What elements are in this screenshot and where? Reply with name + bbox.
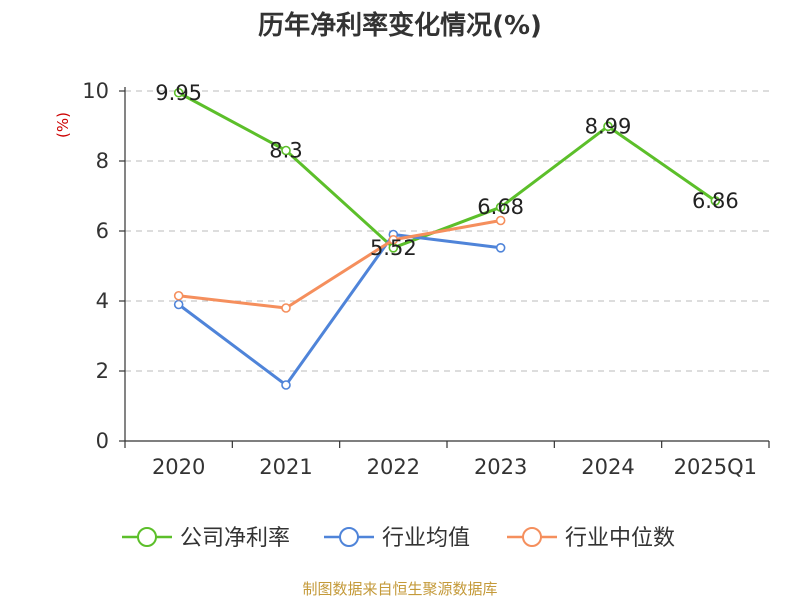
y-tick-label: 4	[96, 289, 109, 313]
series-line	[178, 219, 501, 310]
data-label: 5.52	[370, 236, 417, 260]
data-point	[281, 145, 291, 156]
y-tick-label: 0	[96, 429, 109, 453]
data-label: 8.3	[269, 139, 302, 163]
y-tick-label: 6	[96, 219, 109, 243]
legend-marker	[137, 527, 157, 547]
data-point	[281, 380, 291, 390]
series-line	[177, 233, 501, 387]
data-point	[173, 87, 184, 98]
x-tick-label: 2021	[259, 455, 312, 479]
data-point	[603, 121, 613, 132]
legend-marker	[522, 527, 542, 547]
axes: 0 2 4 6 8 10 2020 2021 2022 2023 2024 2025Q1	[82, 79, 770, 479]
data-point	[495, 215, 506, 226]
chart-title: 历年净利率变化情况(%)	[258, 10, 542, 41]
x-tick-label: 2022	[367, 455, 420, 479]
legend-label: 行业中位数	[565, 526, 675, 551]
legend-label: 行业均值	[382, 526, 470, 551]
y-tick-label: 2	[96, 359, 109, 383]
data-label: 6.86	[692, 189, 739, 213]
data-point	[388, 234, 399, 245]
y-tick-label: 10	[82, 79, 109, 103]
data-point	[710, 196, 721, 206]
data-point	[495, 243, 506, 253]
data-point	[173, 290, 184, 301]
legend-label: 公司净利率	[180, 526, 290, 551]
source-note: 制图数据来自恒生聚源数据库	[302, 580, 497, 598]
series-line	[177, 91, 717, 250]
data-label: 9.95	[155, 81, 202, 105]
x-tick-label: 2020	[152, 455, 205, 479]
y-tick-label: 8	[96, 149, 109, 173]
series-group	[173, 87, 721, 390]
data-point	[495, 202, 506, 212]
x-tick-label: 2023	[474, 455, 527, 479]
data-label: 8.99	[585, 114, 632, 138]
x-tick-label: 2025Q1	[674, 455, 757, 479]
y-axis-label: (%)	[54, 112, 72, 138]
data-labels: 9.95 8.3 5.52 6.68 8.99 6.86	[155, 81, 738, 260]
data-point	[173, 299, 184, 310]
data-point	[281, 303, 291, 313]
x-tick-label: 2024	[581, 455, 634, 479]
legend: 公司净利率 行业均值 行业中位数	[122, 526, 675, 551]
legend-marker	[339, 527, 359, 547]
data-label: 6.68	[477, 195, 524, 219]
